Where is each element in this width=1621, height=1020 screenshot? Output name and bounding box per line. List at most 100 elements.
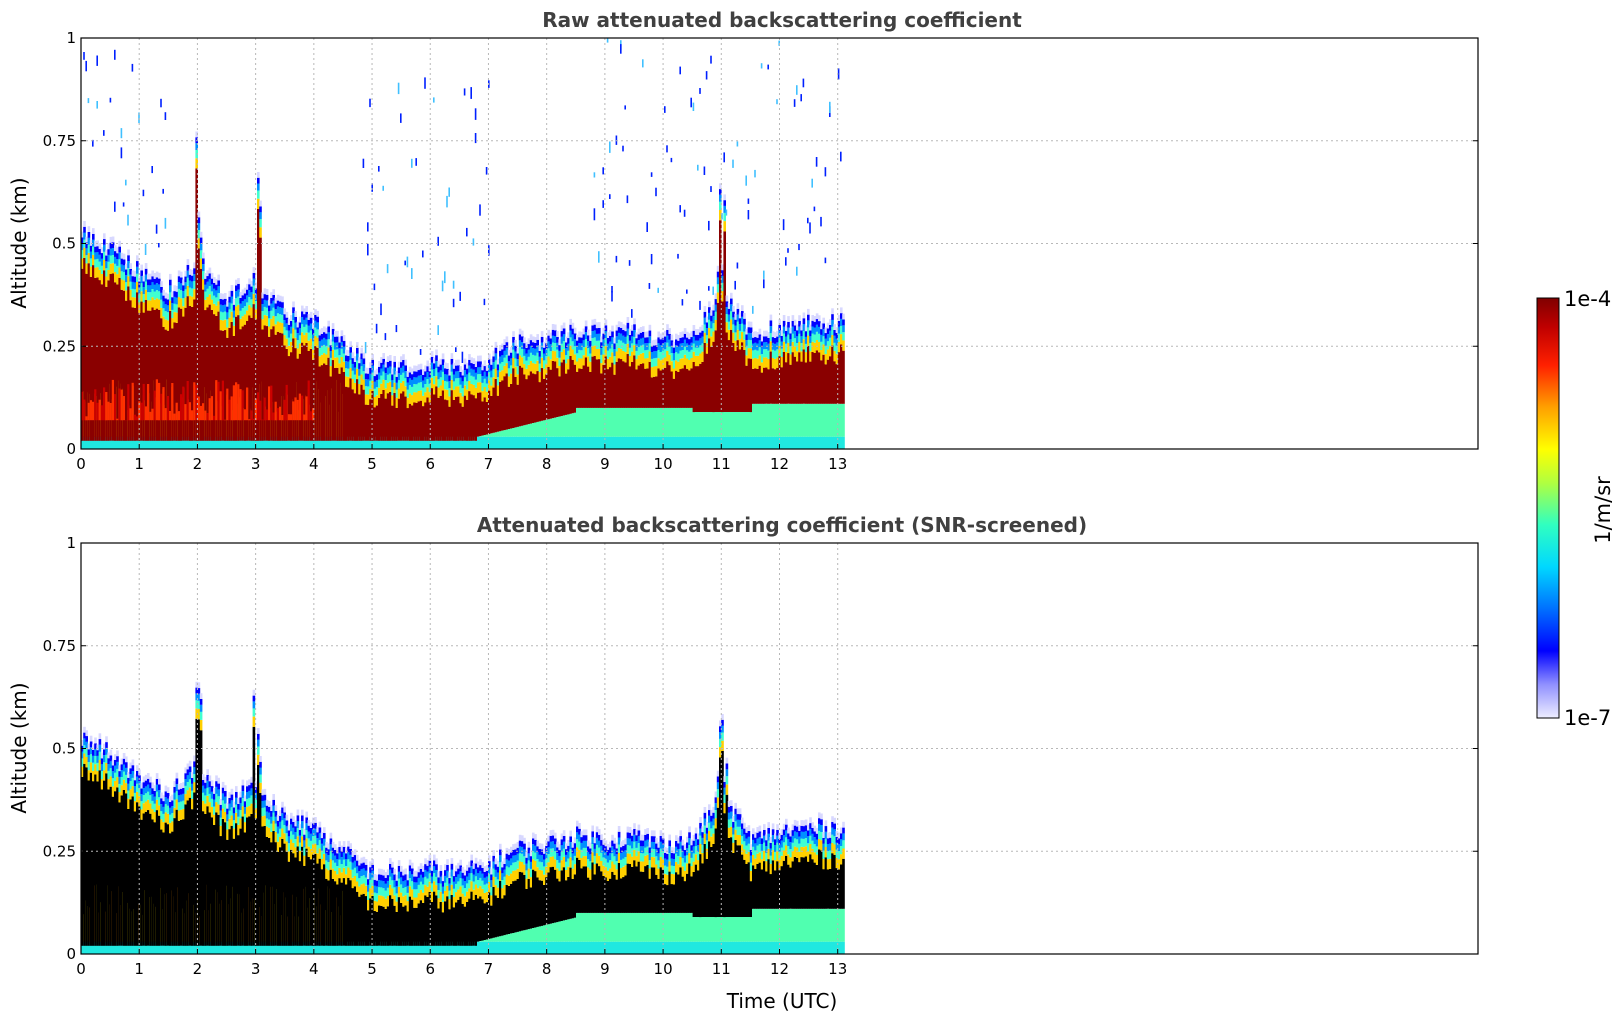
heat-cell [626, 407, 630, 437]
heat-cell [558, 366, 561, 377]
heat-cell [826, 359, 830, 404]
heat-cell [512, 357, 515, 369]
heat-cell [732, 332, 735, 343]
heat-cell [679, 343, 682, 351]
heat-cell [158, 778, 161, 785]
heat-cell [329, 859, 333, 870]
heat-cell [243, 801, 247, 807]
heat-cell [210, 309, 214, 441]
heat-cell [228, 829, 231, 946]
heat-cell [505, 373, 509, 430]
heat-cell [270, 297, 273, 304]
heat-cell [587, 941, 590, 954]
heat-cell [151, 408, 154, 421]
heat-cell [303, 314, 306, 320]
heat-cell [488, 855, 491, 862]
heat-cell [543, 353, 546, 361]
heat-cell [160, 393, 163, 421]
heat-cell [281, 307, 284, 315]
heat-cell [591, 837, 594, 844]
heat-cell [235, 804, 238, 813]
heat-cell [441, 436, 445, 449]
heat-cell [417, 370, 421, 376]
heat-cell [96, 246, 99, 252]
heat-cell [406, 436, 410, 449]
heat-cell [578, 941, 581, 954]
heat-cell [404, 874, 407, 881]
heat-cell [199, 268, 203, 441]
heat-cell [303, 847, 306, 856]
heat-cell [661, 343, 665, 351]
heat-cell [353, 855, 357, 861]
heat-cell [263, 800, 267, 808]
heat-cell [613, 864, 616, 875]
heat-cell [213, 799, 216, 807]
heat-cell [140, 809, 143, 820]
heat-cell [556, 868, 559, 879]
heat-cell [600, 852, 603, 861]
heat-cell [452, 870, 456, 877]
heat-cell [301, 828, 304, 837]
heat-cell [804, 352, 808, 363]
heat-cell [380, 375, 383, 384]
heat-cell [441, 380, 445, 391]
heat-cell [283, 436, 286, 449]
heat-cell [153, 785, 157, 791]
heat-cell [422, 406, 425, 441]
heat-cell [804, 336, 808, 344]
heat-cell [598, 866, 601, 913]
heat-cell [677, 253, 679, 259]
heat-cell [611, 325, 614, 332]
heat-cell [327, 357, 330, 441]
heat-cell [210, 436, 214, 449]
heat-cell [177, 281, 181, 289]
heat-cell [547, 847, 550, 854]
heat-cell [204, 776, 207, 783]
heat-cell [591, 941, 594, 954]
heat-cell [796, 324, 799, 331]
heat-cell [360, 941, 363, 954]
heat-cell [395, 436, 399, 449]
heat-cell [604, 846, 608, 852]
heat-cell [184, 282, 187, 290]
heat-cell [235, 941, 238, 954]
heat-cell [371, 877, 374, 886]
y-axis-label: Altitude (km) [7, 177, 31, 308]
heat-cell [538, 421, 542, 437]
heat-cell [252, 695, 256, 702]
heat-cell [215, 812, 218, 946]
heat-cell [153, 436, 157, 449]
heat-cell [272, 307, 275, 316]
heat-cell [274, 303, 278, 310]
heat-cell [226, 436, 229, 449]
heat-cell [532, 851, 535, 860]
heat-cell [622, 436, 625, 449]
heat-cell [617, 852, 621, 863]
heat-cell [521, 367, 524, 426]
heat-cell [94, 267, 97, 278]
heat-cell [549, 848, 553, 857]
heat-cell [690, 368, 693, 408]
heat-cell [536, 867, 539, 878]
heat-cell [813, 206, 816, 212]
heat-cell [457, 371, 460, 379]
heat-cell [228, 941, 231, 954]
heat-cell [356, 891, 359, 946]
heat-cell [92, 239, 95, 247]
heat-cell [254, 294, 258, 301]
heat-cell [279, 816, 282, 822]
heat-cell [631, 361, 634, 408]
heat-cell [802, 324, 806, 331]
heat-cell [463, 385, 467, 396]
heat-cell [606, 407, 610, 437]
heat-cell [466, 436, 469, 449]
heat-cell [92, 755, 95, 763]
heat-cell [466, 399, 469, 441]
heat-cell [437, 379, 440, 388]
heat-cell [554, 859, 557, 870]
heat-cell [177, 783, 181, 790]
heat-cell [406, 874, 410, 881]
heat-cell [580, 912, 583, 942]
heat-cell [653, 351, 656, 359]
heat-cell [430, 377, 434, 389]
